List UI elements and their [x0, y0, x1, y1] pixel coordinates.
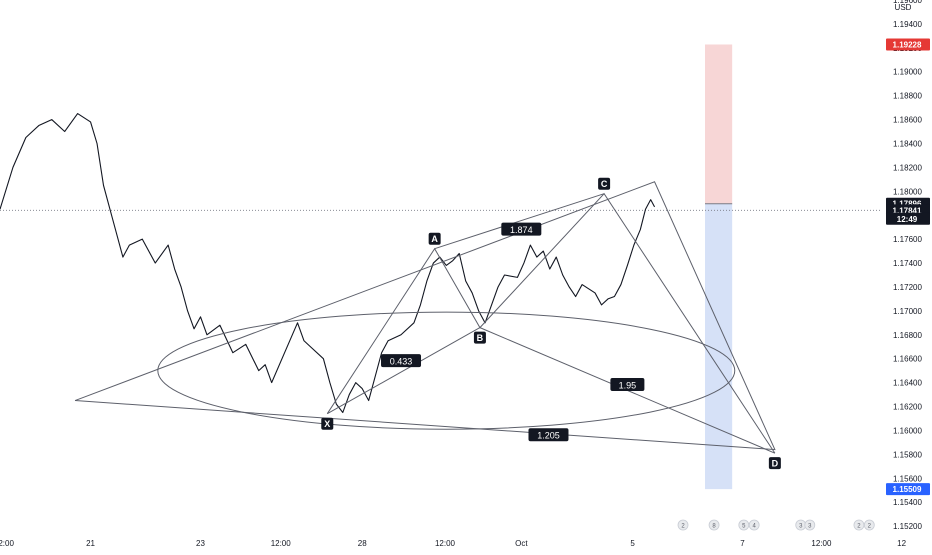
price-tag-bg	[886, 483, 930, 496]
currency-label: USD	[895, 3, 912, 12]
event-count: 2	[868, 524, 872, 530]
point-label-bg	[321, 417, 334, 430]
x-tick-label: 28	[358, 539, 367, 548]
x-tick-label: 12:00	[271, 539, 292, 548]
y-tick-label: 1.19400	[893, 20, 922, 29]
event-flag-icon	[677, 519, 689, 531]
point-label-d: D	[772, 459, 779, 469]
y-tick-label: 1.17000	[893, 307, 922, 316]
ratio-label: 1.95	[619, 381, 637, 391]
ratio-label-bg	[528, 428, 569, 442]
x-tick-label: 5	[630, 539, 635, 548]
pattern-line-xbd	[327, 327, 776, 454]
event-count: 5	[742, 524, 746, 530]
event-count: 3	[808, 524, 812, 530]
harmonic-pattern: X A B C D 0.433 1.874 1.95 1.205	[74, 177, 781, 470]
price-tag: 1.15509	[893, 485, 922, 494]
x-tick-label: Oct	[515, 539, 528, 548]
y-tick-label: 1.15200	[893, 522, 922, 531]
point-label-bg	[598, 177, 611, 190]
x-tick-label: 12:00	[435, 539, 456, 548]
point-label-bg	[473, 331, 486, 344]
event-flag-icon	[708, 519, 720, 531]
event-count: 3	[799, 524, 803, 530]
point-label-x: X	[324, 419, 330, 429]
y-tick-label: 1.15600	[893, 474, 922, 483]
y-tick-label: 1.18400	[893, 139, 922, 148]
position-zones	[0, 44, 880, 490]
event-count: 4	[752, 524, 756, 530]
y-tick-label: 1.16400	[893, 379, 922, 388]
x-tick-label: 12:00	[0, 539, 14, 548]
price-tag: 12:49	[897, 215, 918, 224]
y-tick-label: 1.15400	[893, 498, 922, 507]
ratio-label-bg	[501, 222, 542, 236]
y-tick-label: 1.18800	[893, 92, 922, 101]
y-tick-label: 1.17400	[893, 259, 922, 268]
y-tick-label: 1.16000	[893, 426, 922, 435]
x-tick-label: 12	[897, 539, 906, 548]
price-tag-bg	[886, 212, 930, 225]
x-tick-label: 23	[196, 539, 205, 548]
y-tick-label: 1.18600	[893, 116, 922, 125]
event-count: 2	[681, 524, 685, 530]
y-tick-label: 1.16200	[893, 403, 922, 412]
price-line	[0, 113, 656, 414]
x-tick-label: 21	[86, 539, 95, 548]
ratio-label-bg	[381, 354, 422, 368]
point-label-bg	[768, 457, 781, 470]
point-label-bg	[428, 232, 441, 245]
ratio-label: 0.433	[390, 357, 413, 367]
y-tick-label: 1.15800	[893, 450, 922, 459]
x-tick-label: 7	[740, 539, 745, 548]
event-flag-icon	[863, 519, 875, 531]
y-tick-label: 1.16800	[893, 331, 922, 340]
price-tag: 1.17896	[893, 200, 922, 209]
ratio-label-bg	[610, 378, 645, 391]
pattern-ellipse	[157, 311, 736, 430]
y-tick-label: 1.19600	[893, 0, 922, 5]
x-tick-label: 12:00	[811, 539, 832, 548]
y-tick-label: 1.19000	[893, 68, 922, 77]
event-flag-icon	[804, 519, 816, 531]
event-count: 2	[857, 524, 861, 530]
price-tag-bg	[886, 38, 930, 51]
point-label-b: B	[477, 333, 484, 343]
y-tick-label: 1.18000	[893, 187, 922, 196]
y-tick-label: 1.17600	[893, 235, 922, 244]
y-tick-label: 1.18200	[893, 163, 922, 172]
price-tag: 1.17841	[893, 206, 922, 215]
event-flag-icon	[748, 519, 760, 531]
pattern-line-ac	[434, 193, 605, 250]
y-axis[interactable]: USD 1.15200 1.15400 1.15600 1.15800 1.16000 1…	[893, 0, 922, 531]
x-axis[interactable]: 12:00 21 23 12:00 28 12:00 Oct 5 7 12:00 12	[0, 539, 907, 548]
ratio-label: 1.205	[537, 431, 560, 441]
point-label-c: C	[601, 179, 608, 189]
target-zone	[705, 44, 733, 204]
event-count: 8	[712, 524, 716, 530]
y-tick-label: 1.16600	[893, 355, 922, 364]
price-tag: 1.19228	[893, 40, 922, 49]
price-series-group	[0, 113, 656, 414]
pattern-line-triangle	[74, 181, 776, 451]
y-tick-label: 1.17200	[893, 283, 922, 292]
point-label-a: A	[431, 234, 438, 244]
ratio-label: 1.874	[510, 225, 533, 235]
